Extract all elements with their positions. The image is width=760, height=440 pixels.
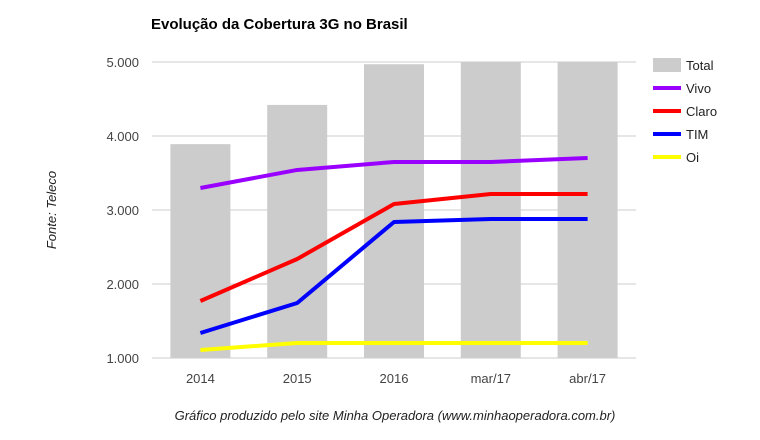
- y-tick-label: 3.000: [106, 203, 139, 218]
- chart-title: Evolução da Cobertura 3G no Brasil: [151, 16, 408, 33]
- bar-total: [460, 62, 521, 358]
- bar-total: [267, 104, 328, 358]
- legend: Total Vivo Claro TIM Oi: [653, 58, 717, 165]
- series-line-tim: [199, 217, 588, 335]
- chart-footer: Gráfico produzido pelo site Minha Operad…: [174, 408, 616, 423]
- bar-total: [364, 64, 424, 358]
- bars: [170, 62, 618, 358]
- y-axis-ticks: 1.000 2.000 3.000 4.000 5.000: [106, 55, 139, 366]
- y-tick-label: 5.000: [106, 55, 139, 70]
- legend-label: TIM: [686, 127, 708, 142]
- series-line-claro: [199, 192, 588, 303]
- x-tick-label: 2014: [186, 371, 215, 386]
- legend-swatch-claro: [653, 109, 681, 113]
- y-tick-label: 1.000: [106, 351, 139, 366]
- x-tick-label: 2015: [283, 371, 312, 386]
- y-tick-label: 4.000: [106, 129, 139, 144]
- legend-swatch-tim: [653, 132, 681, 136]
- legend-label: Oi: [686, 150, 699, 165]
- x-tick-label: 2016: [380, 371, 409, 386]
- series-line-oi: [200, 340, 588, 353]
- legend-label: Total: [686, 58, 714, 73]
- bar-total: [170, 144, 231, 358]
- legend-label: Claro: [686, 104, 717, 119]
- bar-total: [557, 62, 618, 358]
- y-tick-label: 2.000: [106, 277, 139, 292]
- series-lines: [199, 155, 588, 353]
- x-axis-ticks: 2014 2015 2016 mar/17 abr/17: [186, 371, 606, 386]
- legend-swatch-vivo: [653, 86, 681, 90]
- legend-swatch-oi: [653, 155, 681, 159]
- legend-label: Vivo: [686, 81, 711, 96]
- series-line-vivo: [200, 155, 588, 190]
- x-tick-label: abr/17: [569, 371, 606, 386]
- legend-swatch-total: [653, 58, 681, 72]
- x-tick-label: mar/17: [471, 371, 511, 386]
